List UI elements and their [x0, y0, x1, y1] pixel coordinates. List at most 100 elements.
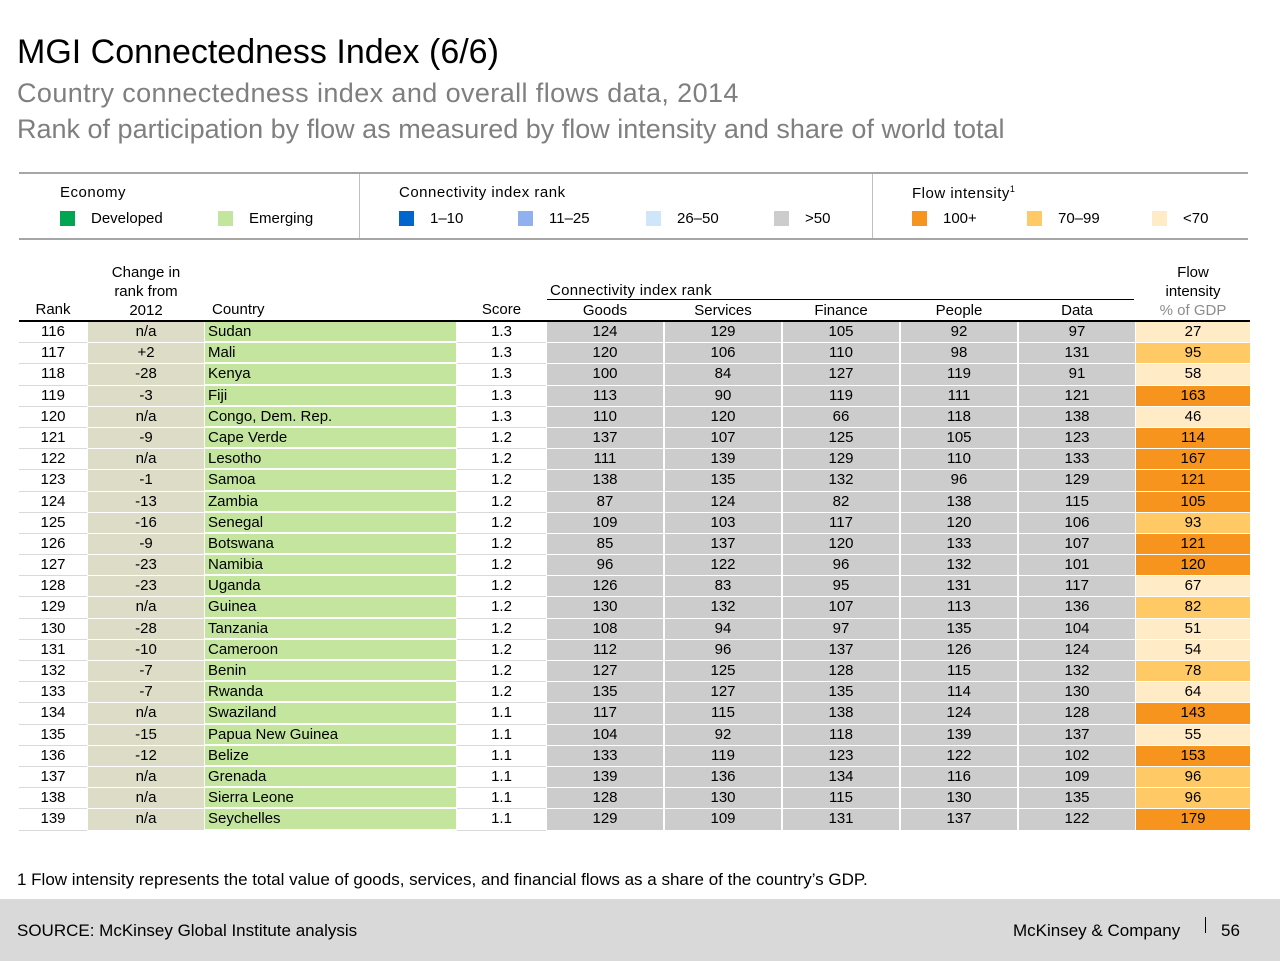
score-cell: 1.1 [457, 745, 546, 767]
people-rank-cell: 96 [901, 470, 1017, 492]
change-cell: n/a [88, 809, 204, 831]
flow-intensity-cell: 82 [1136, 597, 1250, 619]
flow-intensity-cell: 121 [1136, 533, 1250, 556]
legend-swatch-rank-1-10 [399, 211, 414, 226]
score-cell: 1.1 [457, 703, 546, 725]
flow-intensity-cell: 27 [1136, 322, 1250, 344]
finance-rank-cell: 127 [783, 364, 899, 386]
country-cell: Belize [205, 745, 456, 766]
data-rank-cell: 123 [1019, 427, 1135, 450]
rank-cell: 134 [19, 703, 87, 725]
score-cell: 1.1 [457, 724, 546, 746]
country-cell: Uganda [205, 576, 456, 597]
services-rank-cell: 125 [665, 661, 781, 683]
people-rank-cell: 92 [901, 322, 1017, 344]
finance-rank-cell: 107 [783, 597, 899, 619]
country-cell: Benin [205, 661, 456, 682]
services-rank-cell: 115 [665, 703, 781, 725]
col-header-change: Change in rank from 2012 [88, 263, 204, 320]
legend-connectivity-title: Connectivity index rank [399, 184, 566, 201]
services-rank-cell: 122 [665, 555, 781, 577]
flow-intensity-cell: 78 [1136, 661, 1250, 683]
finance-rank-cell: 110 [783, 343, 899, 365]
finance-rank-cell: 117 [783, 512, 899, 534]
footnote: 1 Flow intensity represents the total va… [17, 870, 868, 889]
people-rank-cell: 124 [901, 703, 1017, 725]
flow-intensity-cell: 143 [1136, 703, 1250, 725]
services-rank-cell: 135 [665, 470, 781, 492]
col-header-change-line: 2012 [129, 302, 163, 319]
rank-cell: 138 [19, 788, 87, 810]
change-cell: -12 [88, 745, 204, 767]
services-rank-cell: 96 [665, 639, 781, 661]
change-cell: n/a [88, 766, 204, 789]
col-header-flow-line: Flow [1177, 264, 1209, 281]
services-rank-cell: 92 [665, 724, 781, 746]
change-cell: -7 [88, 682, 204, 704]
goods-rank-cell: 85 [547, 533, 663, 556]
country-cell: Guinea [205, 597, 456, 618]
country-cell: Senegal [205, 512, 456, 533]
finance-rank-cell: 96 [783, 555, 899, 577]
legend-economy-title: Economy [60, 184, 127, 201]
legend-flow-title: Flow intensity1 [912, 184, 1015, 202]
goods-rank-cell: 124 [547, 322, 663, 344]
country-cell: Zambia [205, 491, 456, 512]
flow-intensity-cell: 105 [1136, 491, 1250, 513]
flow-intensity-cell: 96 [1136, 788, 1250, 810]
score-cell: 1.2 [457, 639, 546, 661]
legend-swatch-rank-26-50 [646, 211, 661, 226]
table-row: 135 -15 Papua New Guinea 1.1 104 92 118 139 137 5… [19, 724, 1250, 746]
col-header-change-line: rank from [114, 283, 178, 300]
data-rank-cell: 104 [1019, 618, 1135, 640]
services-rank-cell: 137 [665, 533, 781, 556]
goods-rank-cell: 104 [547, 724, 663, 746]
table-top-rule [19, 320, 1250, 322]
rank-cell: 122 [19, 449, 87, 471]
change-cell: -3 [88, 385, 204, 407]
finance-rank-cell: 123 [783, 745, 899, 767]
people-rank-cell: 130 [901, 788, 1017, 810]
services-rank-cell: 127 [665, 682, 781, 704]
data-rank-cell: 136 [1019, 597, 1135, 619]
data-rank-cell: 91 [1019, 364, 1135, 386]
table-row: 124 -13 Zambia 1.2 87 124 82 138 115 105 [19, 491, 1250, 513]
col-header-change-line: Change in [111, 264, 181, 281]
table-row: 119 -3 Fiji 1.3 113 90 119 111 121 163 [19, 385, 1250, 407]
table-row: 136 -12 Belize 1.1 133 119 123 122 102 153 [19, 745, 1250, 767]
legend-label: >50 [805, 210, 831, 227]
data-rank-cell: 106 [1019, 512, 1135, 534]
people-rank-cell: 98 [901, 343, 1017, 365]
services-rank-cell: 124 [665, 491, 781, 513]
people-rank-cell: 113 [901, 597, 1017, 619]
score-cell: 1.3 [457, 343, 546, 365]
services-rank-cell: 130 [665, 788, 781, 810]
score-cell: 1.1 [457, 809, 546, 831]
rank-cell: 130 [19, 618, 87, 640]
people-rank-cell: 120 [901, 512, 1017, 534]
score-cell: 1.3 [457, 406, 546, 428]
goods-rank-cell: 100 [547, 364, 663, 386]
legend-swatch-rank-11-25 [518, 211, 533, 226]
goods-rank-cell: 120 [547, 343, 663, 365]
finance-rank-cell: 97 [783, 618, 899, 640]
rank-cell: 125 [19, 512, 87, 534]
rank-cell: 132 [19, 661, 87, 683]
score-cell: 1.2 [457, 597, 546, 619]
country-cell: Botswana [205, 533, 456, 555]
page-subtitle-2: Rank of participation by flow as measure… [17, 114, 1005, 144]
change-cell: -13 [88, 491, 204, 513]
score-cell: 1.1 [457, 766, 546, 789]
finance-rank-cell: 118 [783, 724, 899, 746]
change-cell: -15 [88, 724, 204, 746]
country-cell: Cape Verde [205, 427, 456, 449]
legend-swatch-flow-100-plus [912, 211, 927, 226]
people-rank-cell: 138 [901, 491, 1017, 513]
legend: Economy Developed Emerging Connectivity … [19, 172, 1248, 240]
legend-divider [359, 174, 360, 238]
flow-intensity-cell: 120 [1136, 555, 1250, 577]
col-header-score: Score [481, 301, 522, 318]
rank-cell: 119 [19, 385, 87, 407]
data-rank-cell: 138 [1019, 406, 1135, 428]
flow-intensity-cell: 153 [1136, 745, 1250, 767]
